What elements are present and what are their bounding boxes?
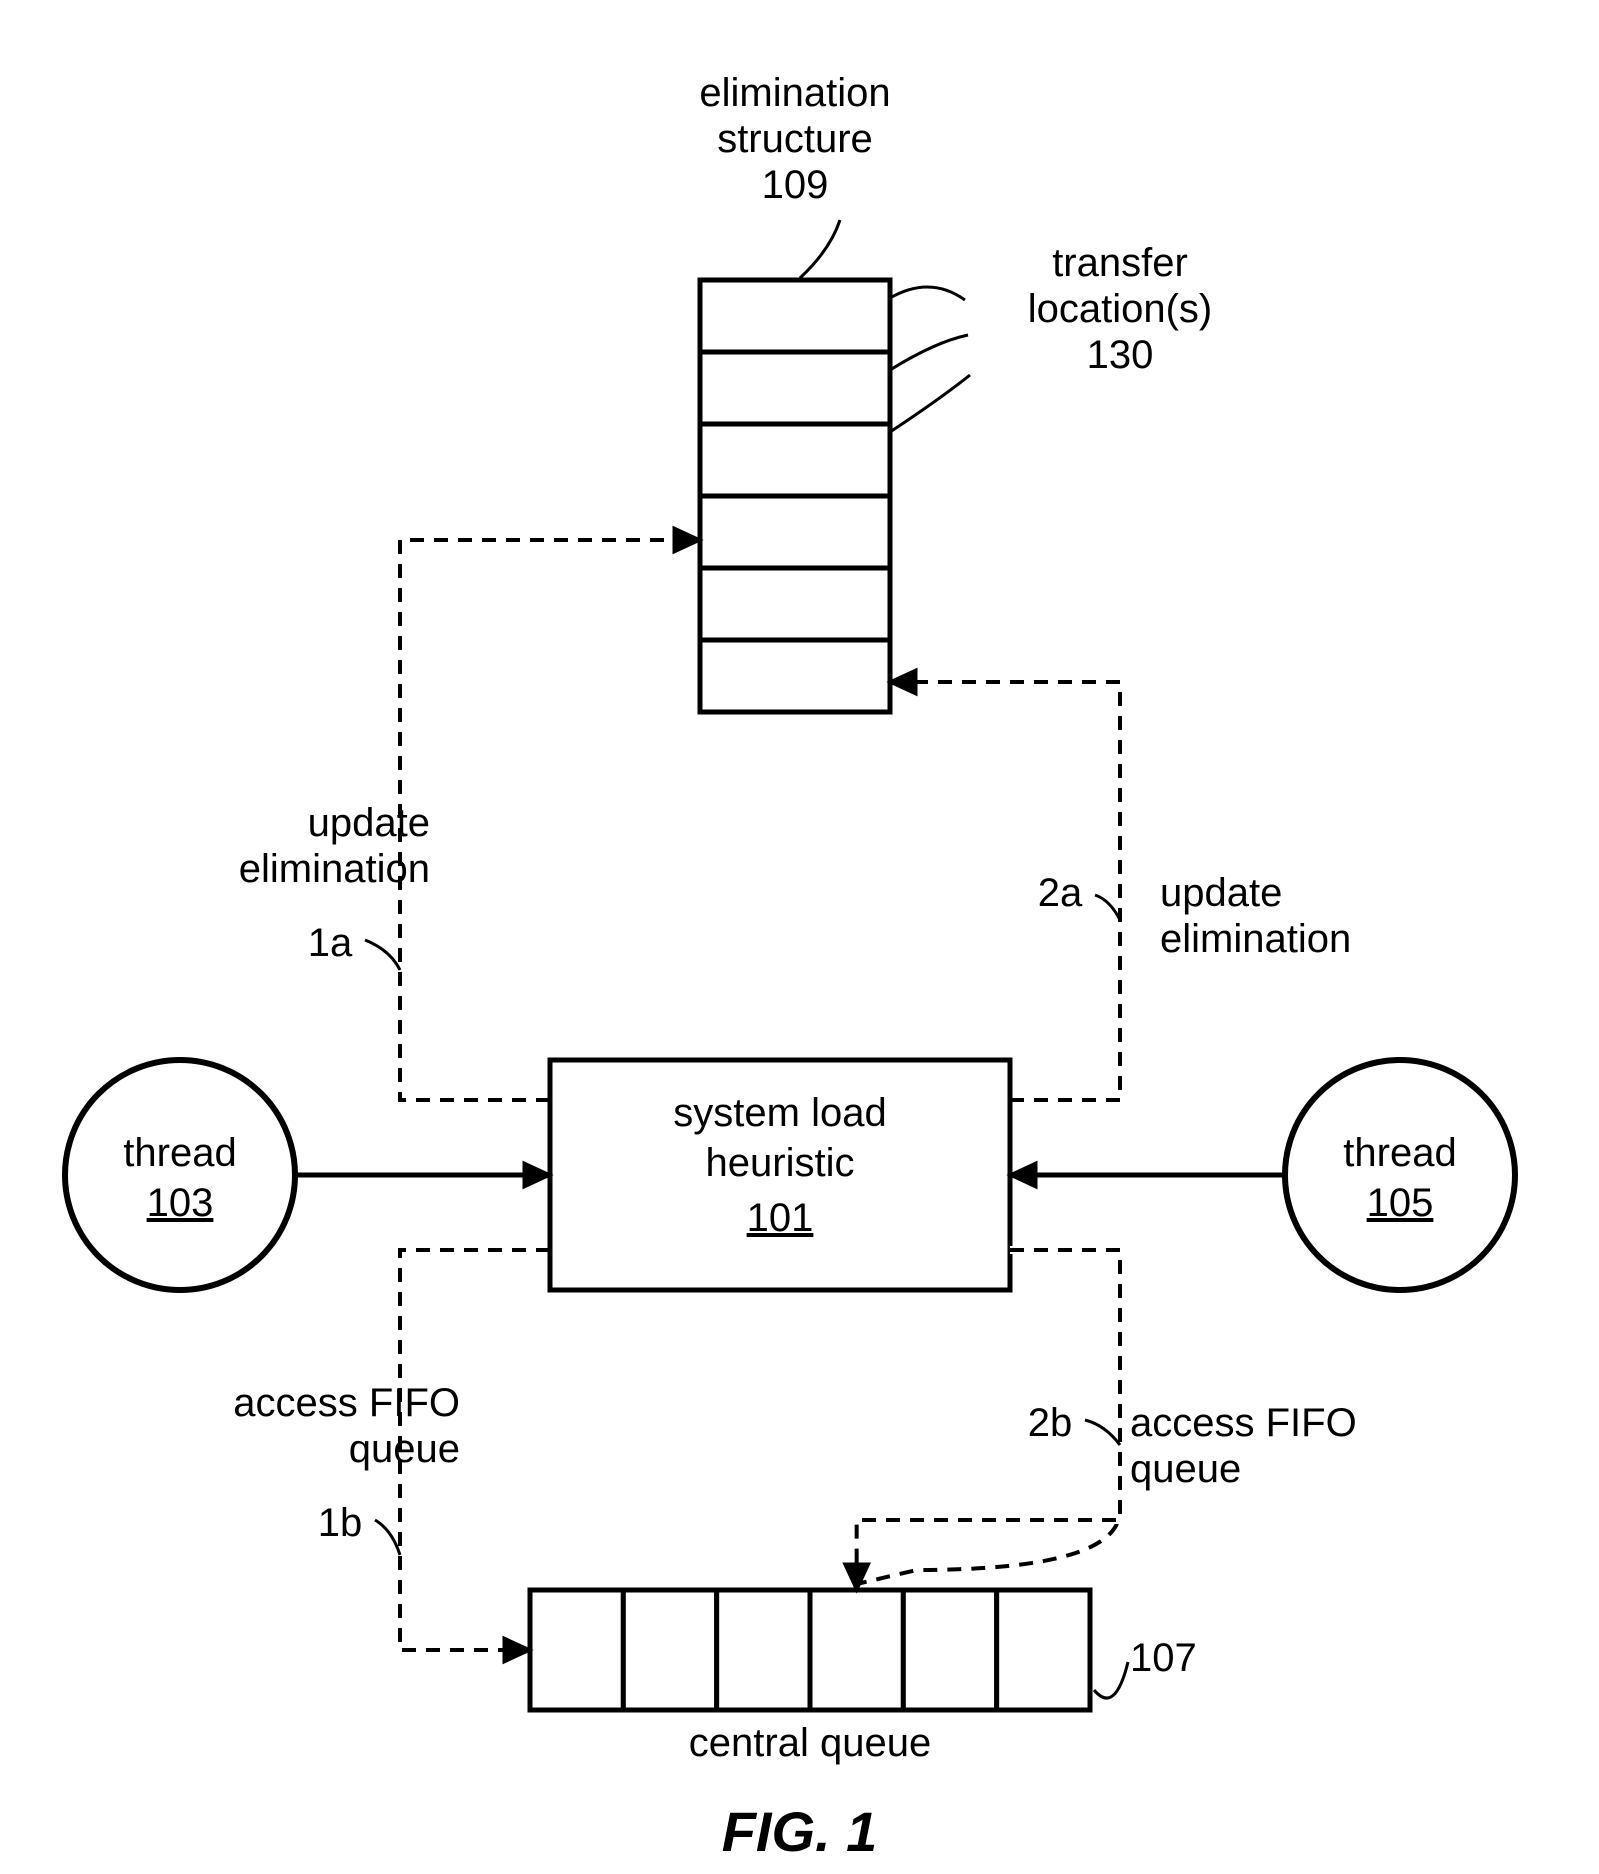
thread-right-ref: 105 [1300,1180,1500,1226]
update-elim-left-label: update elimination [150,800,430,892]
heuristic-ref: 101 [550,1195,1010,1241]
transfer-locations-label: transfer location(s) 130 [970,240,1270,378]
access-fifo-left-tag: 1b [300,1500,380,1546]
heuristic-line1: system load [550,1090,1010,1136]
central-queue-ref: 107 [1130,1635,1230,1681]
central-queue-label: central queue [530,1720,1090,1766]
thread-left-name: thread [80,1130,280,1176]
heuristic-line2: heuristic [550,1140,1010,1186]
thread-right-name: thread [1300,1130,1500,1176]
access-fifo-right-label: access FIFO queue [1130,1400,1450,1492]
update-elim-right-tag: 2a [1020,870,1100,916]
thread-left-ref: 103 [80,1180,280,1226]
access-fifo-left-label: access FIFO queue [140,1380,460,1472]
access-fifo-right-tag: 2b [1010,1400,1090,1446]
figure-caption: FIG. 1 [0,1800,1599,1864]
figure-canvas: elimination structure 109 transfer locat… [0,0,1599,1874]
elimination-structure-label: elimination structure 109 [610,70,980,208]
update-elim-right-label: update elimination [1160,870,1440,962]
update-elim-left-tag: 1a [290,920,370,966]
